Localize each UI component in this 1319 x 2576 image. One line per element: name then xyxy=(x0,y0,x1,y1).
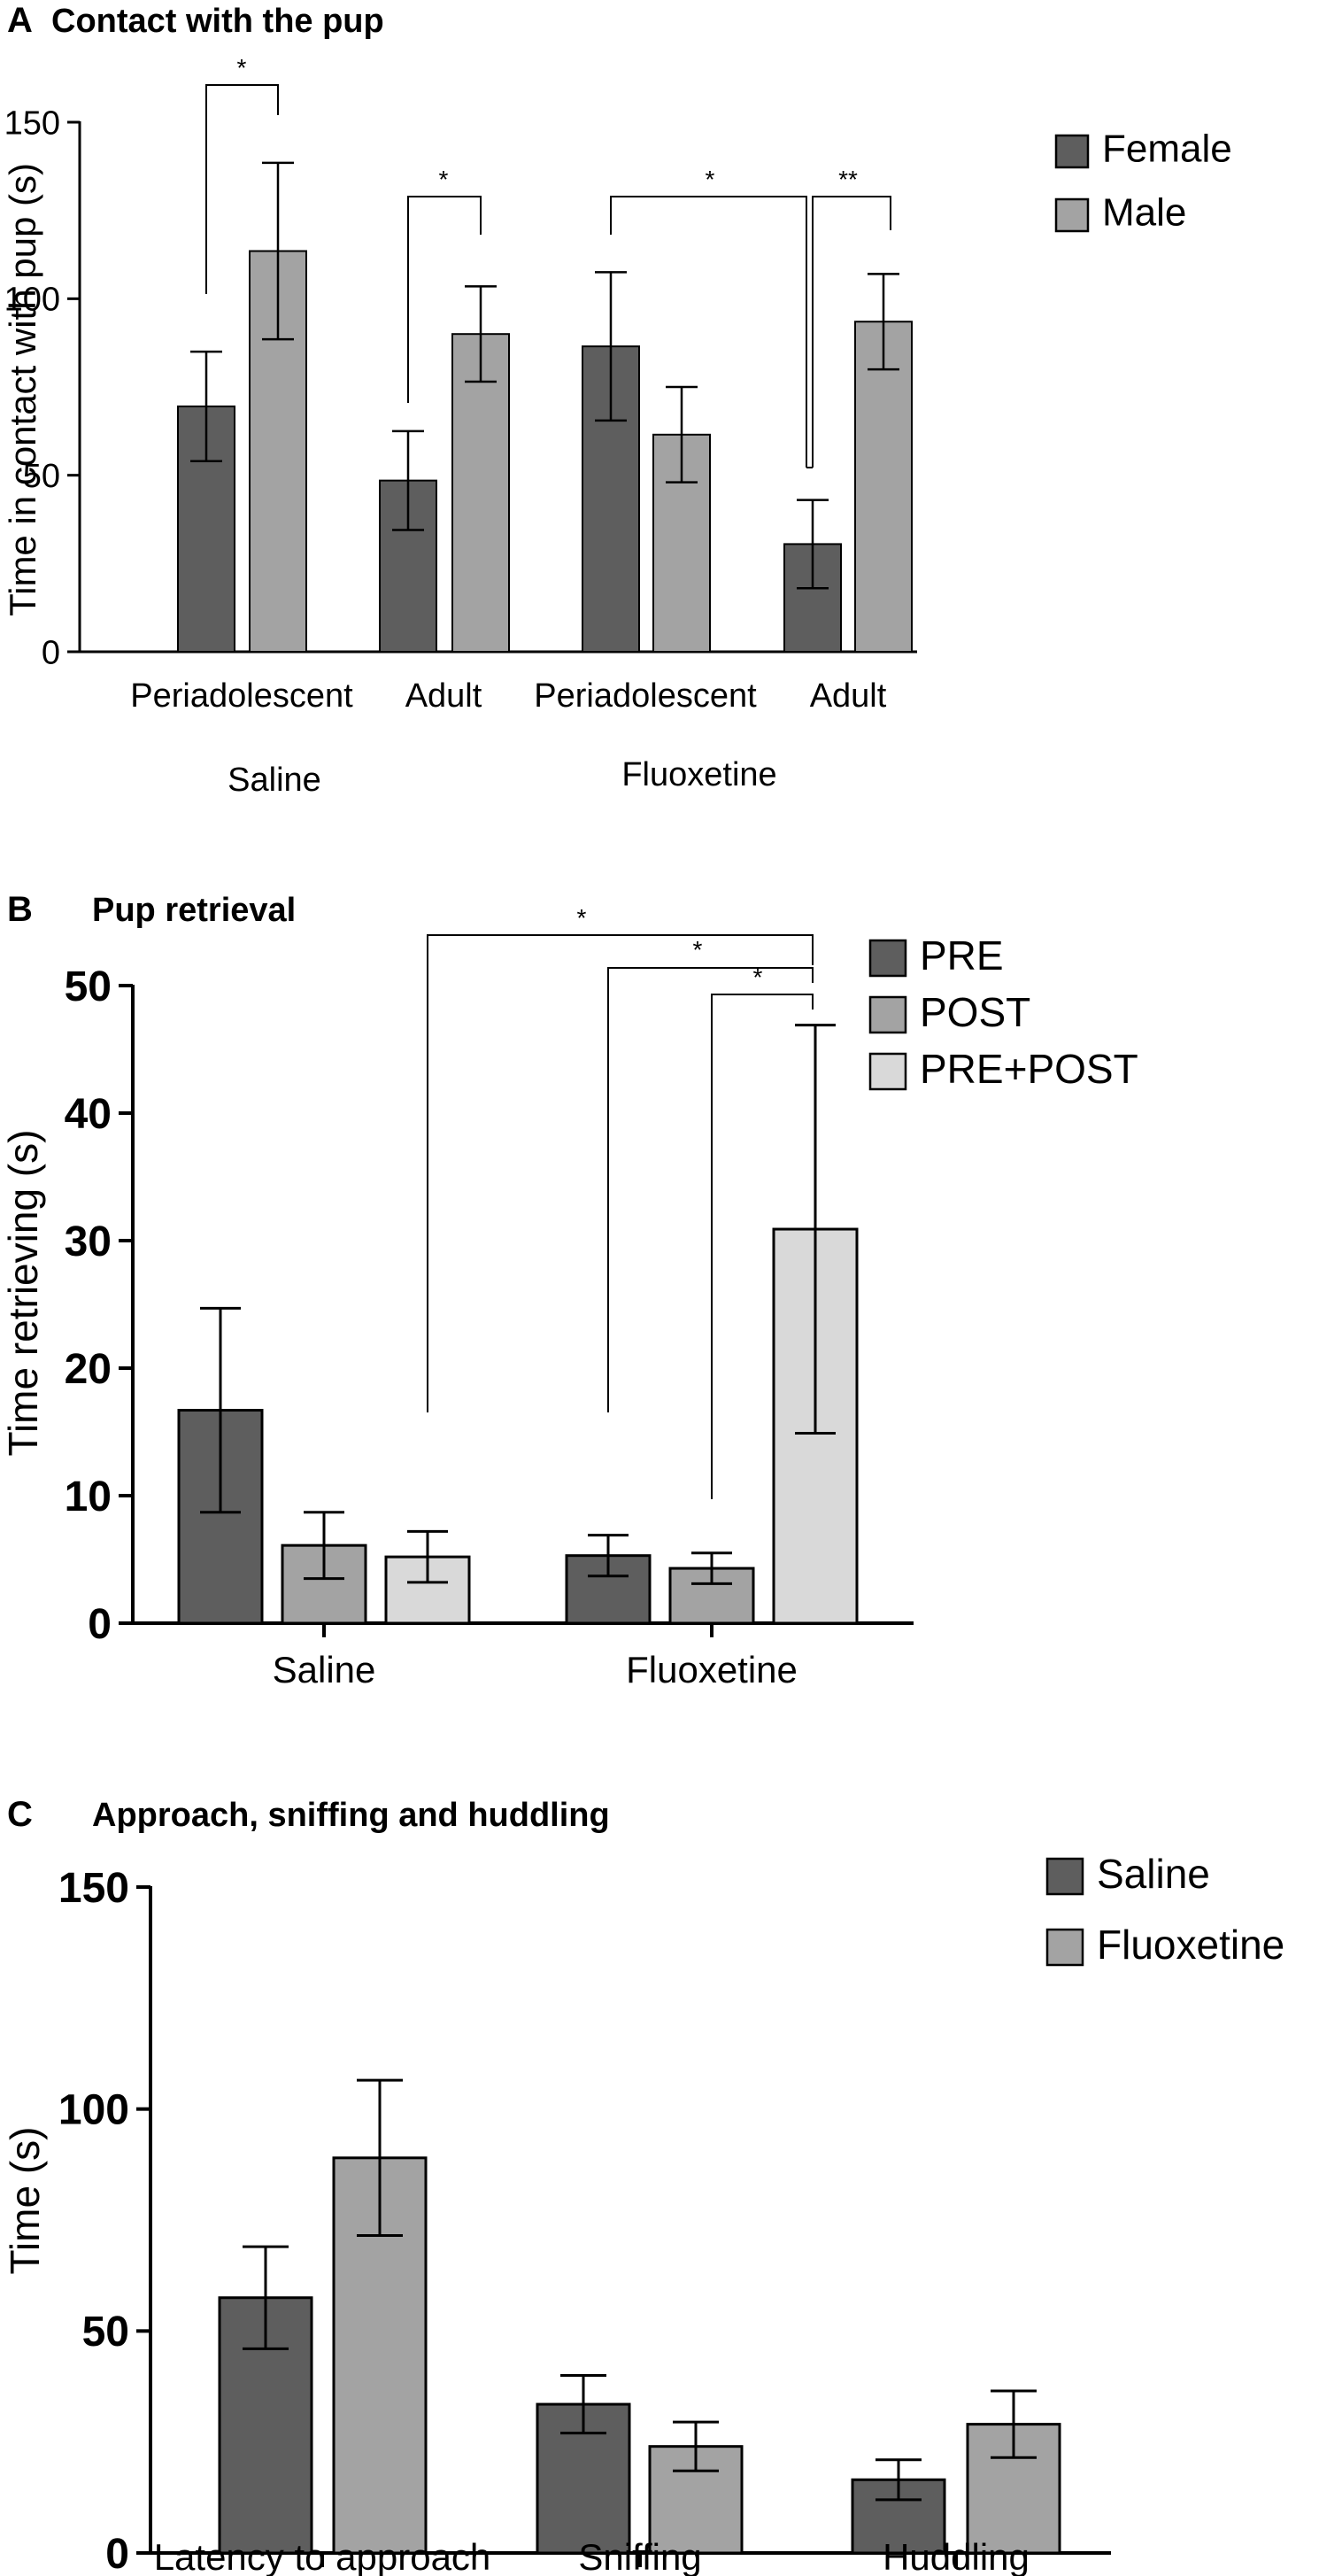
panel-a-letter: A xyxy=(7,1,33,40)
panel-b-letter: B xyxy=(7,890,33,929)
panel-a-bracket-4 xyxy=(812,196,891,468)
panel-a-legend-swatch xyxy=(1054,197,1090,233)
panel-c-legend-label: Fluoxetine xyxy=(1097,1922,1284,1968)
panel-b-significance: * * * xyxy=(427,904,814,1499)
panel-b-y-axis-label: Time retrieving (s) xyxy=(0,1130,46,1457)
panel-b-y-tick-label: 40 xyxy=(65,1091,112,1138)
panel-a-bar xyxy=(854,321,913,653)
panel-a-bracket-3-star: * xyxy=(706,166,715,193)
panel-c-letter: C xyxy=(7,1795,33,1834)
panel-b-legend-label: PRE xyxy=(920,932,1004,979)
panel-a: A Contact with the pup Time in contact w… xyxy=(2,1,1232,799)
panel-b-legend-swatch xyxy=(868,1052,907,1091)
panel-c-bars: Latency to approach Sniffing Huddling xyxy=(154,2078,1061,2576)
panel-a-bracket-1 xyxy=(205,84,279,294)
panel-b-category-label: Fluoxetine xyxy=(626,1649,798,1690)
panel-b-legend: PRE POST PRE+POST xyxy=(868,932,1138,1092)
panel-a-category-label: Adult xyxy=(810,677,887,715)
panel-b-legend-label: PRE+POST xyxy=(920,1046,1138,1092)
panel-a-bracket-3 xyxy=(610,196,807,468)
panel-c-y-tick-label: 150 xyxy=(58,1865,129,1912)
panel-a-significance: ** * ** xyxy=(205,54,891,468)
panel-a-bracket-4-star: ** xyxy=(838,166,858,193)
panel-a-group-label-fluoxetine: Fluoxetine xyxy=(621,756,776,793)
panel-a-category-label: Periadolescent xyxy=(130,677,353,715)
panel-b-y-tick-label: 30 xyxy=(65,1218,112,1265)
panel-c: C Approach, sniffing and huddling Time (… xyxy=(2,1795,1284,2576)
panel-c-legend-swatch xyxy=(1045,1857,1084,1896)
panel-c-category-label: Sniffing xyxy=(578,2536,701,2576)
panel-c-legend-swatch xyxy=(1045,1928,1084,1967)
panel-c-legend: Saline Fluoxetine xyxy=(1045,1851,1284,1968)
panel-a-y-tick-label: 50 xyxy=(23,458,60,495)
panel-a-legend-swatch xyxy=(1054,134,1090,169)
panel-b-legend-swatch xyxy=(868,995,907,1034)
panel-a-bars: Periadolescent Adult Periadolescent Adult xyxy=(130,161,913,715)
panel-b-bracket-3-star: * xyxy=(753,963,763,991)
panel-a-bracket-2 xyxy=(407,196,482,403)
panel-c-category-label: Latency to approach xyxy=(154,2536,491,2576)
panel-c-title: Approach, sniffing and huddling xyxy=(92,1797,610,1834)
panel-b-legend-swatch xyxy=(868,939,907,978)
panel-b-bracket-2 xyxy=(607,967,814,1412)
panel-a-bar xyxy=(451,333,510,653)
panel-c-y-axis-label: Time (s) xyxy=(2,2127,48,2275)
panel-b-bracket-3 xyxy=(711,994,814,1499)
panel-a-y-axis-label: Time in contact with pup (s) xyxy=(2,163,43,616)
panel-b-category-label: Saline xyxy=(273,1649,376,1690)
panel-b-bracket-1-star: * xyxy=(577,904,587,932)
panel-a-bracket-1-star: * xyxy=(237,54,247,81)
panel-b-y-tick-label: 0 xyxy=(88,1601,112,1648)
panel-a-legend: Female Male xyxy=(1054,128,1232,235)
panel-a-y-tick-label: 100 xyxy=(4,282,60,319)
panel-b-bracket-2-star: * xyxy=(693,936,703,963)
panel-a-group-label-saline: Saline xyxy=(228,762,321,799)
panel-a-category-label: Adult xyxy=(405,677,482,715)
panel-b: B Pup retrieval Time retrieving (s) 0 10 2… xyxy=(0,890,1138,1690)
panel-b-bracket-1 xyxy=(427,934,814,1412)
panel-b-y-tick-label: 20 xyxy=(65,1346,112,1393)
panel-a-y-tick-label: 0 xyxy=(42,634,60,671)
panel-c-legend-label: Saline xyxy=(1097,1851,1210,1897)
panel-a-legend-label: Female xyxy=(1102,128,1232,171)
panel-c-category-label: Huddling xyxy=(883,2536,1030,2576)
panel-b-legend-label: POST xyxy=(920,989,1030,1035)
panel-b-bars: Saline Fluoxetine xyxy=(177,1024,859,1690)
panel-c-y-tick-label: 0 xyxy=(105,2531,129,2576)
panel-b-y-tick-label: 50 xyxy=(65,963,112,1010)
panel-a-category-label: Periadolescent xyxy=(534,677,757,715)
panel-c-y-tick-label: 50 xyxy=(82,2309,129,2356)
panel-a-title: Contact with the pup xyxy=(51,3,384,40)
panel-a-bracket-2-star: * xyxy=(439,166,449,193)
panel-a-y-tick-label: 150 xyxy=(4,104,60,142)
panel-a-legend-label: Male xyxy=(1102,191,1186,235)
panel-b-title: Pup retrieval xyxy=(92,892,296,929)
panel-b-y-tick-label: 10 xyxy=(65,1474,112,1520)
panel-c-y-tick-label: 100 xyxy=(58,2086,129,2133)
